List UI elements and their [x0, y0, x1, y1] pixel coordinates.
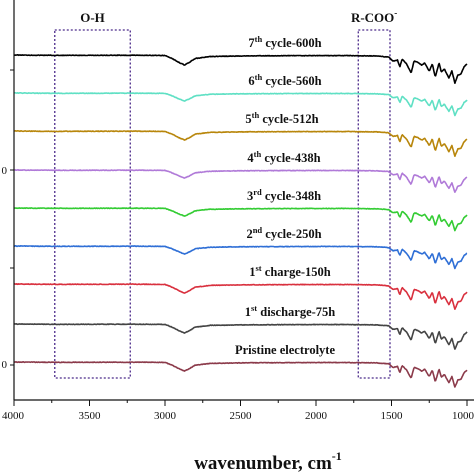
series-label: 6th cycle-560h: [248, 72, 321, 88]
x-tick-label: 3000: [154, 410, 177, 422]
axes-layer: 4000 3500 3000 2500 2000 1500 1000 0 0: [2, 0, 474, 422]
series-label: 1st charge-150h: [249, 263, 331, 279]
series-line: [13, 207, 468, 232]
series-line: [13, 283, 468, 310]
x-axis-label-sup: -1: [332, 449, 342, 463]
series-label: Pristine electrolyte: [235, 343, 336, 357]
series-line: [13, 245, 468, 270]
x-tick-label: 4000: [2, 410, 25, 422]
series-label: 4th cycle-438h: [247, 149, 320, 165]
series-line: [13, 92, 468, 117]
x-tick-label: 2500: [230, 410, 253, 422]
region-box: [357, 29, 391, 379]
series-line: [13, 130, 468, 157]
series-labels-layer: 7th cycle-600h 6th cycle-560h 5th cycle-51…: [235, 34, 336, 357]
series-line: [13, 169, 468, 193]
series-line: [13, 54, 468, 84]
series-layer: [13, 54, 468, 388]
region-label: R-COO-: [351, 8, 397, 25]
x-tick-label: 3500: [79, 410, 102, 422]
series-label: 7th cycle-600h: [248, 34, 321, 50]
region-label: O-H: [80, 10, 105, 25]
x-axis-label: wavenumber, cm-1: [194, 449, 342, 474]
x-axis-label-main: wavenumber, cm: [194, 453, 332, 474]
x-tick-label: 1500: [381, 410, 404, 422]
series-line: [13, 361, 468, 388]
series-label: 2nd cycle-250h: [246, 225, 321, 241]
series-line: [13, 323, 468, 350]
series-label: 1st discharge-75h: [245, 303, 336, 319]
y-tick-label: 0: [2, 359, 8, 371]
y-tick-label: 0: [2, 165, 8, 177]
region-box: [54, 29, 131, 379]
series-label: 5th cycle-512h: [245, 110, 318, 126]
x-tick-label: 2000: [305, 410, 328, 422]
regions-layer: O-H R-COO-: [54, 8, 397, 379]
series-label: 3rd cycle-348h: [247, 187, 321, 203]
x-tick-label: 1000: [452, 410, 474, 422]
